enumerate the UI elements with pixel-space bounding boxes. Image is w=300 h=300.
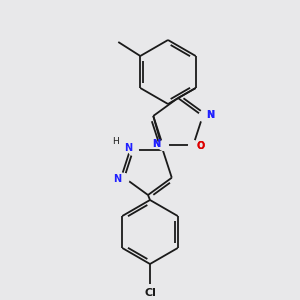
Text: Cl: Cl — [144, 288, 156, 298]
Text: O: O — [196, 141, 204, 151]
Text: N: N — [152, 139, 160, 149]
Text: O: O — [196, 141, 204, 151]
Text: H: H — [112, 137, 119, 146]
Text: N: N — [124, 143, 132, 153]
Text: N: N — [152, 139, 160, 149]
Text: N: N — [206, 110, 214, 120]
Text: N: N — [206, 110, 214, 120]
Text: N: N — [113, 174, 121, 184]
